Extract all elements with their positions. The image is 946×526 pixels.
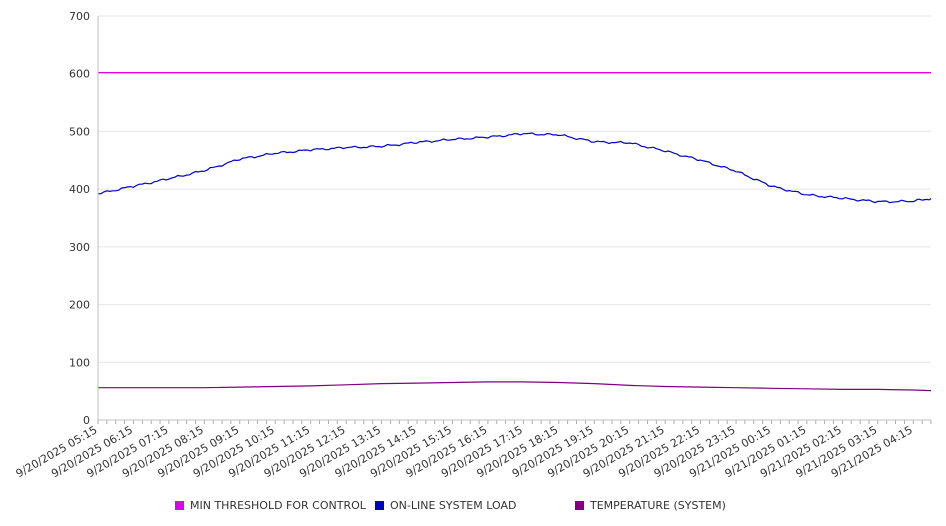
y-tick-label: 700: [69, 10, 90, 23]
legend-item-temperature[interactable]: TEMPERATURE (SYSTEM): [575, 499, 726, 512]
legend-swatch-system-load: [375, 501, 384, 510]
y-tick-label: 400: [69, 183, 90, 196]
series-line-2: [98, 381, 932, 392]
legend-item-min-threshold[interactable]: MIN THRESHOLD FOR CONTROL: [175, 499, 366, 512]
legend-swatch-min-threshold: [175, 501, 184, 510]
y-tick-label: 500: [69, 125, 90, 138]
y-tick-label: 600: [69, 68, 90, 81]
legend-label-temperature: TEMPERATURE (SYSTEM): [590, 499, 726, 512]
series-line-1: [97, 132, 932, 204]
y-tick-label: 100: [69, 356, 90, 369]
x-axis-ticks: 9/20/2025 05:159/20/2025 06:159/20/2025 …: [14, 420, 932, 480]
legend-label-min-threshold: MIN THRESHOLD FOR CONTROL: [190, 499, 366, 512]
y-tick-label: 300: [69, 241, 90, 254]
legend-item-system-load[interactable]: ON-LINE SYSTEM LOAD: [375, 499, 516, 512]
y-axis-ticks: 0 100 200 300 400 500 600 700: [69, 10, 90, 427]
y-tick-label: 200: [69, 299, 90, 312]
grid-lines: [98, 15, 931, 363]
series-lines: [97, 71, 932, 392]
axes: [97, 16, 931, 421]
legend-label-system-load: ON-LINE SYSTEM LOAD: [390, 499, 517, 512]
y-tick-label: 0: [83, 414, 90, 427]
legend: MIN THRESHOLD FOR CONTROL ON-LINE SYSTEM…: [0, 496, 946, 516]
legend-swatch-temperature: [575, 501, 584, 510]
